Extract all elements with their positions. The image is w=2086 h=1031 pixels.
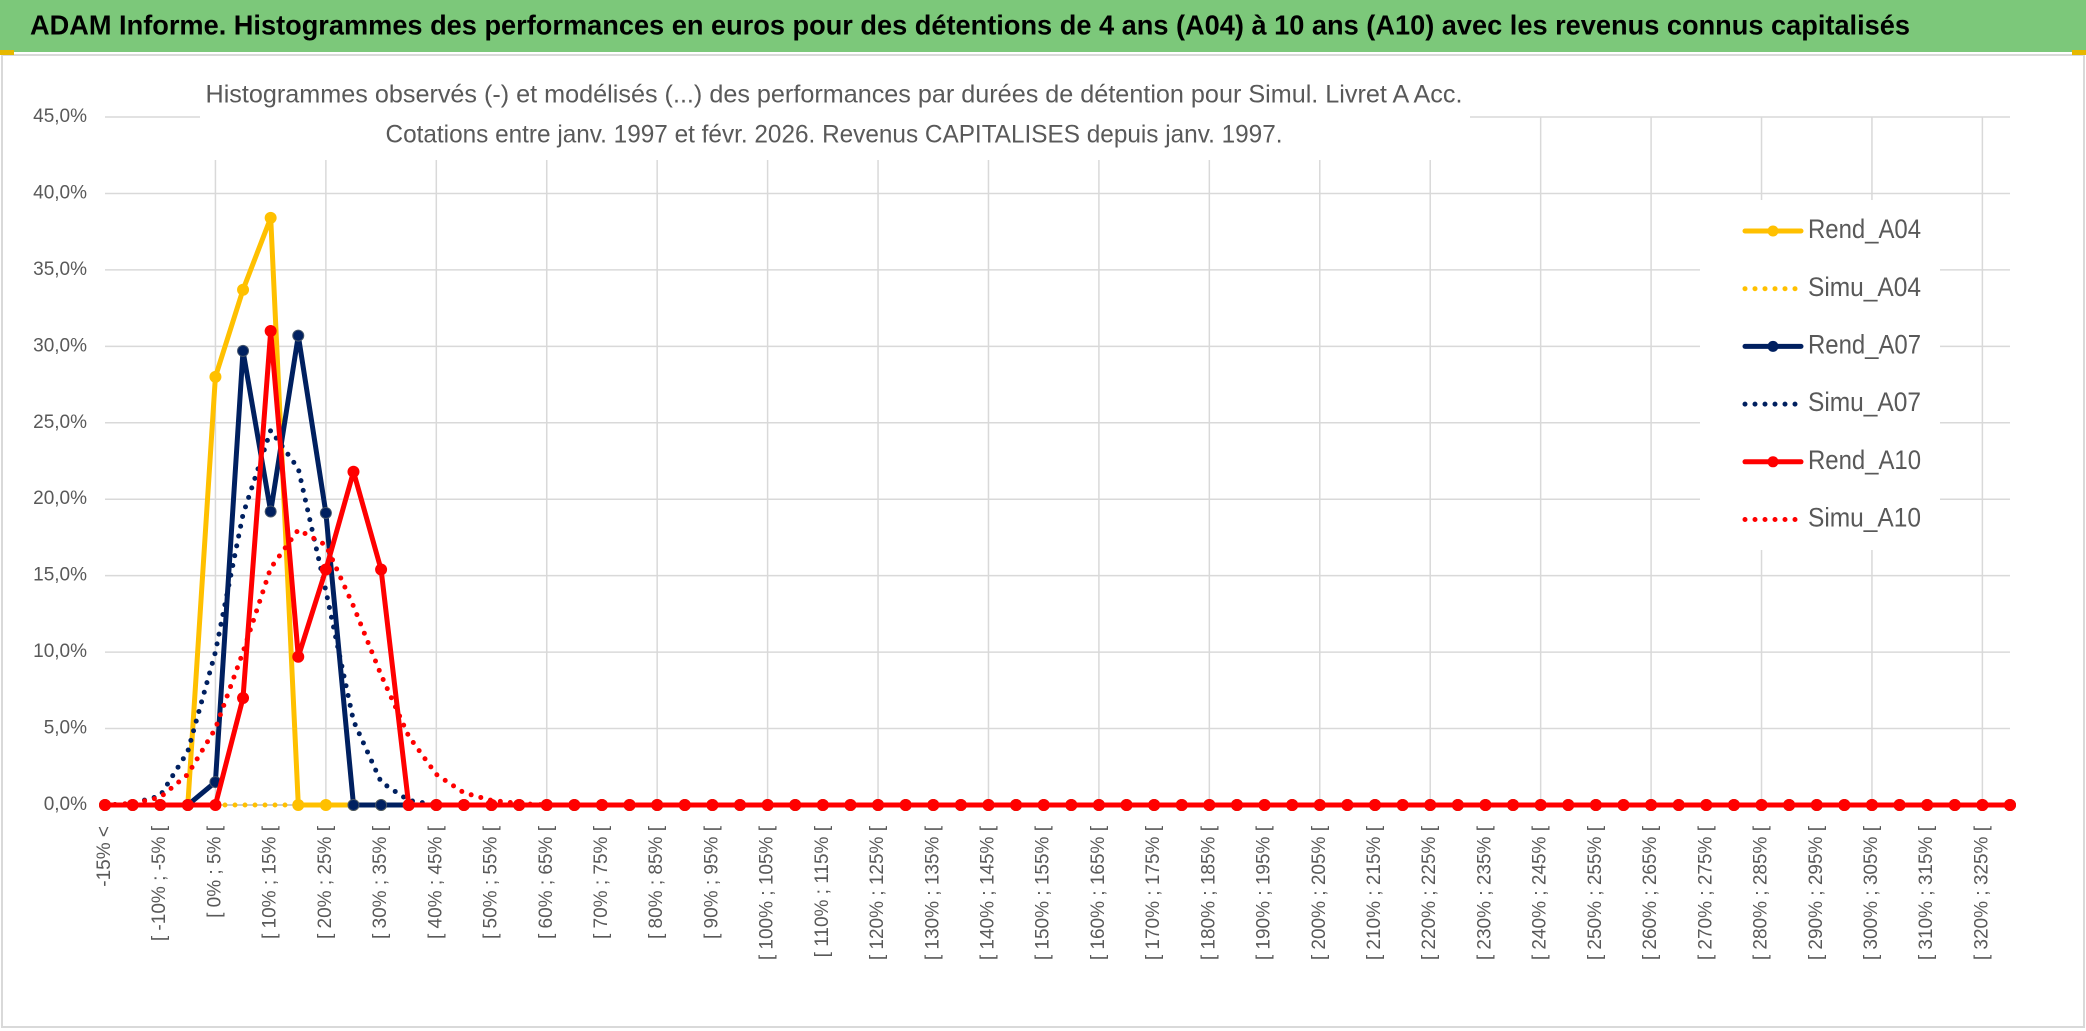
y-tick-label: 15,0%	[33, 565, 87, 586]
legend-label: Rend_A04	[1808, 214, 1921, 244]
x-tick-label: [ 80% ; 85% [	[646, 825, 667, 939]
x-tick-label: [ 130% ; 135% [	[922, 825, 943, 960]
y-tick-label: 20,0%	[33, 488, 87, 509]
marker	[457, 799, 470, 811]
x-tick-label: [ 40% ; 45% [	[425, 825, 446, 939]
x-tick-label: [ 10% ; 15% [	[260, 825, 281, 939]
legend-marker	[1767, 225, 1779, 237]
marker	[264, 211, 277, 224]
marker	[347, 799, 360, 811]
x-tick-label: [ 210% ; 215% [	[1364, 825, 1385, 960]
marker	[2004, 799, 2016, 811]
marker	[292, 329, 305, 342]
x-tick-label: [ 320% ; 325% [	[1971, 825, 1992, 960]
x-tick-label: [ 250% ; 255% [	[1585, 825, 1606, 960]
marker	[209, 799, 222, 811]
x-tick-label: [ 110% ; 115% [	[812, 825, 833, 957]
y-tick-label: 25,0%	[33, 412, 87, 433]
x-tick-label: [ 260% ; 265% [	[1640, 825, 1661, 960]
marker	[264, 505, 277, 518]
marker	[430, 799, 443, 811]
x-tick-label: [ 290% ; 295% [	[1806, 825, 1827, 960]
x-tick-label: [ -10% ; -5% [	[149, 825, 170, 941]
marker	[237, 283, 250, 296]
marker	[402, 799, 415, 811]
y-tick-label: 40,0%	[33, 182, 87, 203]
chart-title: Histogrammes observés (-) et modélisés (…	[206, 81, 1463, 109]
x-tick-label: [ 150% ; 155% [	[1033, 825, 1054, 960]
legend-marker	[1767, 456, 1779, 468]
marker	[264, 325, 277, 338]
x-tick-label: [ 90% ; 95% [	[701, 825, 722, 939]
marker	[347, 465, 360, 478]
y-tick-label: 30,0%	[33, 335, 87, 356]
x-tick-label: [ 240% ; 245% [	[1530, 825, 1551, 960]
marker	[375, 799, 388, 811]
x-tick-label: [ 30% ; 35% [	[370, 825, 391, 939]
marker	[181, 799, 194, 811]
y-tick-label: 35,0%	[33, 259, 87, 280]
x-tick-label: [ 300% ; 305% [	[1861, 825, 1882, 960]
x-tick-label: [ 310% ; 315% [	[1916, 825, 1937, 960]
x-tick-label: [ 180% ; 185% [	[1198, 825, 1219, 960]
legend-marker	[1767, 340, 1779, 352]
x-tick-label: [ 160% ; 165% [	[1088, 825, 1109, 960]
x-tick-label: [ 50% ; 55% [	[481, 825, 502, 939]
marker	[209, 370, 222, 383]
marker	[375, 563, 388, 576]
corner	[2072, 50, 2086, 55]
marker	[237, 691, 250, 704]
x-tick-label: [ 200% ; 205% [	[1309, 825, 1330, 960]
legend-label: Simu_A07	[1808, 387, 1921, 417]
x-tick-label: [ 190% ; 195% [	[1254, 825, 1275, 960]
x-tick-label: [ 270% ; 275% [	[1695, 825, 1716, 960]
x-tick-label: [ 0% ; 5% [	[204, 825, 225, 918]
x-tick-label: [ 140% ; 145% [	[977, 825, 998, 960]
banner	[0, 0, 2086, 52]
x-tick-label: [ 120% ; 125% [	[867, 825, 888, 960]
marker	[319, 563, 332, 576]
y-tick-label: 10,0%	[33, 641, 87, 662]
legend-label: Simu_A10	[1808, 503, 1921, 533]
title-box	[200, 78, 1470, 160]
x-tick-label: [ 230% ; 235% [	[1474, 825, 1495, 960]
banner-title: ADAM Informe. Histogrammes des performan…	[30, 9, 1910, 40]
x-tick-label: [ 220% ; 225% [	[1419, 825, 1440, 960]
marker	[237, 344, 250, 357]
x-tick-label: [ 60% ; 65% [	[536, 825, 557, 939]
x-tick-label: [ 170% ; 175% [	[1143, 825, 1164, 960]
y-tick-label: 0,0%	[44, 794, 87, 815]
marker	[154, 799, 167, 811]
y-tick-label: 5,0%	[44, 718, 87, 739]
x-tick-label: -15% <	[94, 826, 115, 887]
marker	[292, 650, 305, 663]
legend-label: Simu_A04	[1808, 272, 1921, 302]
y-tick-label: 45,0%	[33, 106, 87, 127]
legend-label: Rend_A07	[1808, 330, 1921, 360]
legend-label: Rend_A10	[1808, 445, 1921, 475]
dotted-line	[102, 527, 2013, 808]
x-tick-label: [ 70% ; 75% [	[591, 825, 612, 939]
x-tick-label: [ 100% ; 105% [	[757, 825, 778, 960]
chart-subtitle: Cotations entre janv. 1997 et févr. 2026…	[386, 121, 1283, 149]
marker	[319, 506, 332, 519]
corner	[0, 50, 14, 55]
legend-box	[1700, 200, 1940, 550]
x-tick-label: [ 280% ; 285% [	[1751, 825, 1772, 960]
x-tick-label: [ 20% ; 25% [	[315, 825, 336, 939]
